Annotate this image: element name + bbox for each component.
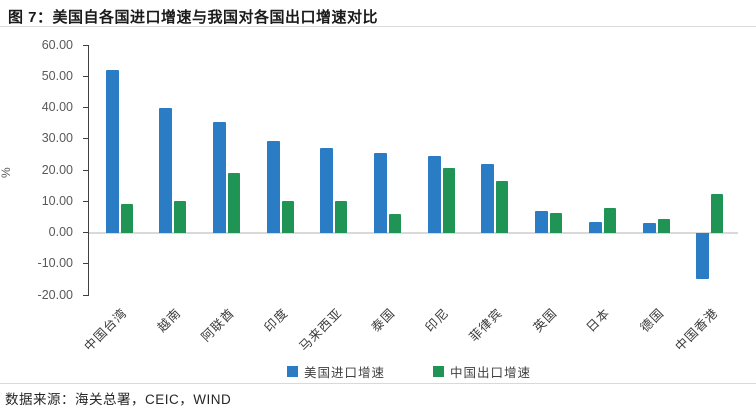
bar-china-export [120,204,133,233]
bar-us-import [427,155,441,233]
legend-swatch-china-export [433,366,445,377]
bar-us-import [320,148,334,233]
bar-china-export [496,180,509,233]
bar-china-export [335,201,348,233]
y-axis-tick [83,169,89,171]
bar-china-export [227,173,240,233]
x-axis-label: 阿联酋 [198,305,238,345]
bar-china-export [657,219,670,233]
y-axis-tick [83,263,89,265]
zero-gridline [89,231,738,234]
bar-us-import [696,232,710,279]
x-axis-label: 中国台湾 [81,305,130,354]
y-axis-tick [83,107,89,108]
y-tick-label: 10.00 [41,193,73,208]
y-tick-label: 50.00 [41,68,73,83]
bar-china-export [603,208,616,233]
bar-us-import [588,222,602,233]
y-tick-label: 30.00 [41,131,73,146]
bar-us-import [481,164,495,233]
bar-china-export [442,167,455,233]
x-axis-label: 印度 [261,305,291,335]
bar-us-import [374,152,387,233]
data-source: 数据来源：海关总署，CEIC，WIND [5,392,232,407]
legend: 美国进口增速 中国出口增速 [287,362,531,381]
x-axis-label: 越南 [154,305,184,335]
y-axis-tick [83,200,89,202]
bar-us-import [266,140,280,233]
bar-us-import [642,222,656,233]
bar-china-export [389,213,401,233]
y-tick-label: 0.00 [48,225,73,239]
x-axis-label: 日本 [584,305,614,335]
y-axis-tick [83,75,89,77]
x-axis-label: 菲律宾 [467,305,506,345]
x-axis-label: 泰国 [369,305,399,335]
bar-us-import [105,70,119,233]
y-tick-label: 60.00 [41,37,73,52]
x-axis-label: 马来西亚 [296,305,345,354]
y-axis-tick [83,138,89,140]
x-axis-label: 印尼 [422,305,452,335]
y-axis-unit-label: % [0,167,13,178]
x-axis-label: 英国 [530,305,560,335]
x-axis-label: 德国 [637,305,667,335]
legend-label-china-export: 中国出口增速 [450,366,532,380]
title-divider [0,26,756,27]
bar-us-import [159,108,173,233]
bar-us-import [212,122,226,233]
bar-us-import [535,210,549,233]
bar-china-export [174,201,187,233]
y-axis-tick [83,232,89,233]
x-axis-label: 中国香港 [672,305,721,354]
footer-divider [0,383,756,384]
bar-china-export [281,201,294,233]
legend-label-us-import: 美国进口增速 [304,366,386,380]
legend-item-us-import: 美国进口增速 [287,362,385,381]
legend-swatch-us-import [287,366,298,377]
y-tick-label: 20.00 [41,162,73,177]
figure-title: 图 7：美国自各国进口增速与我国对各国出口增速对比 [8,9,379,26]
bar-china-export [711,194,724,233]
y-axis-tick [83,44,89,46]
y-axis-tick [83,294,89,296]
y-tick-label: 40.00 [41,100,73,114]
y-tick-label: -20.00 [37,287,73,302]
legend-item-china-export: 中国出口增速 [433,362,531,381]
plot-area: 60.00 50.00 40.00 30.00 20.00 10.00 0.00 -10.00… [38,38,738,354]
bar-china-export [550,212,563,233]
y-tick-label: -10.00 [37,256,73,271]
